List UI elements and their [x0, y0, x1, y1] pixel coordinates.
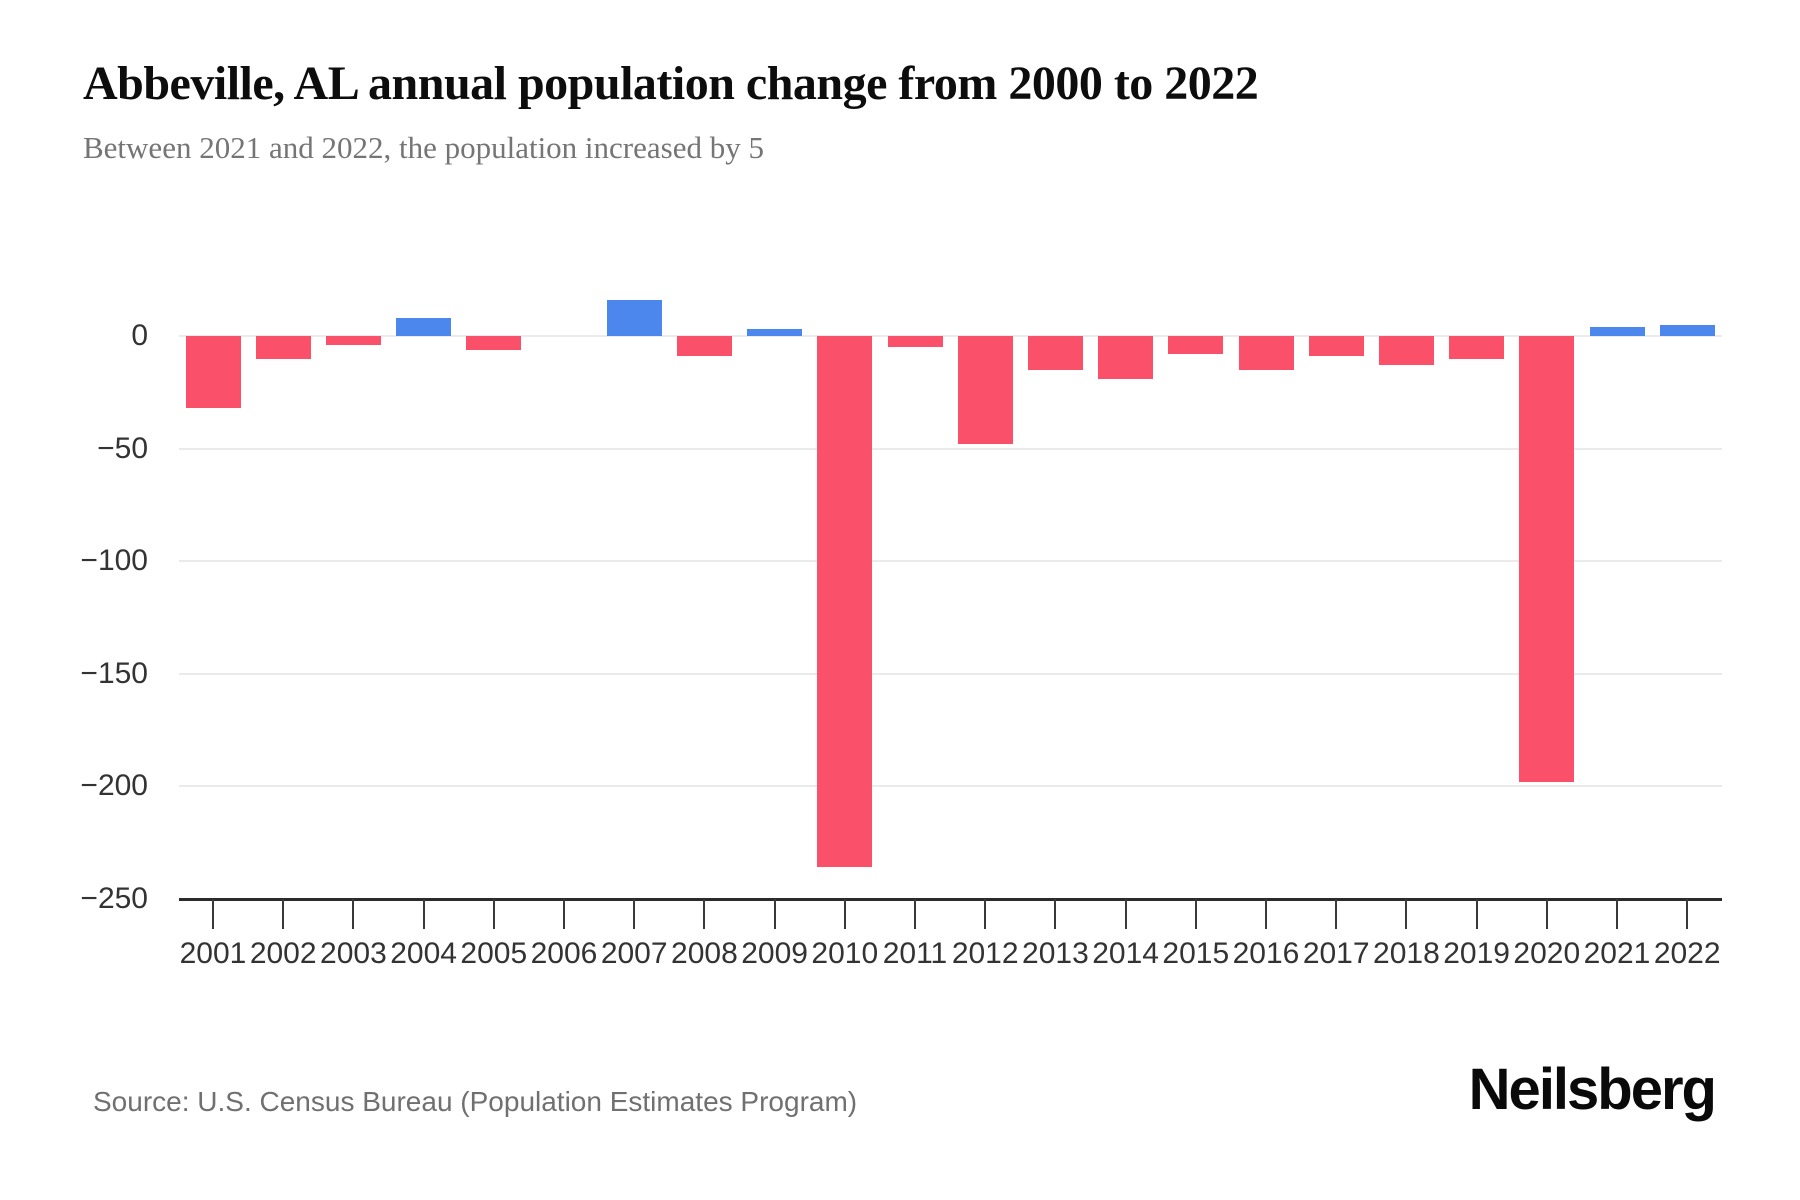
x-tick-label-2001: 2001 [179, 937, 247, 970]
x-tick-2017 [1335, 899, 1338, 929]
y-tick-label--150: −150 [80, 656, 148, 690]
x-tick-2007 [633, 899, 636, 929]
chart-subtitle: Between 2021 and 2022, the population in… [83, 130, 764, 165]
x-tick-label-2015: 2015 [1162, 937, 1230, 970]
y-gridline-0 [179, 335, 1722, 337]
x-tick-2021 [1616, 899, 1618, 929]
chart-title: Abbeville, AL annual population change f… [83, 57, 1259, 110]
bar-2007[interactable] [606, 299, 662, 336]
x-tick-2005 [492, 899, 495, 929]
bar-2010[interactable] [817, 336, 873, 868]
x-tick-label-2003: 2003 [320, 937, 387, 970]
y-tick-label--250: −250 [80, 882, 148, 915]
bar-2012[interactable] [957, 336, 1013, 445]
bar-2005[interactable] [466, 336, 522, 350]
x-tick-2001 [212, 899, 214, 929]
neilsberg-logo: Neilsberg [1468, 1057, 1717, 1122]
x-tick-2003 [352, 899, 355, 929]
x-tick-2006 [563, 899, 565, 929]
x-tick-label-2017: 2017 [1302, 937, 1370, 970]
x-tick-label-2020: 2020 [1513, 937, 1581, 970]
x-tick-2008 [703, 899, 706, 929]
x-tick-label-2005: 2005 [460, 937, 528, 970]
bar-2018[interactable] [1378, 336, 1434, 366]
y-gridline--150 [179, 672, 1722, 675]
y-tick-label--100: −100 [80, 544, 148, 578]
y-tick-label-0: 0 [131, 319, 148, 352]
x-tick-label-2019: 2019 [1443, 937, 1510, 970]
x-tick-label-2010: 2010 [811, 937, 879, 970]
bar-2015[interactable] [1168, 336, 1224, 355]
x-tick-2022 [1686, 899, 1689, 929]
x-tick-label-2021: 2021 [1583, 937, 1651, 970]
bar-2014[interactable] [1098, 336, 1154, 379]
x-tick-2019 [1475, 899, 1478, 929]
x-tick-label-2018: 2018 [1373, 937, 1440, 970]
x-axis-line [179, 898, 1722, 901]
bar-2011[interactable] [887, 336, 943, 348]
x-tick-2018 [1405, 899, 1408, 929]
bar-2020[interactable] [1519, 336, 1575, 782]
bar-2021[interactable] [1589, 326, 1645, 336]
bar-2013[interactable] [1027, 336, 1083, 370]
y-gridline--100 [179, 560, 1722, 563]
x-tick-2015 [1194, 899, 1197, 929]
bar-2008[interactable] [676, 336, 732, 357]
x-tick-label-2012: 2012 [951, 937, 1019, 970]
bar-2009[interactable] [747, 329, 803, 336]
x-tick-label-2011: 2011 [882, 937, 948, 970]
bar-2016[interactable] [1238, 336, 1294, 370]
y-tick-label--200: −200 [80, 769, 148, 803]
x-tick-label-2002: 2002 [249, 937, 317, 970]
x-tick-2002 [282, 899, 285, 929]
x-tick-2004 [422, 899, 425, 929]
x-tick-2012 [984, 899, 987, 929]
x-tick-label-2016: 2016 [1232, 937, 1300, 970]
x-tick-label-2009: 2009 [741, 937, 808, 970]
source-note: Source: U.S. Census Bureau (Population E… [93, 1086, 858, 1117]
bar-2002[interactable] [255, 336, 311, 359]
x-tick-label-2022: 2022 [1653, 937, 1721, 970]
x-tick-label-2004: 2004 [390, 937, 457, 970]
x-tick-2016 [1265, 899, 1267, 929]
bar-2017[interactable] [1308, 336, 1364, 357]
x-tick-label-2013: 2013 [1022, 937, 1089, 970]
x-tick-2011 [914, 899, 916, 929]
x-tick-2009 [773, 899, 776, 929]
bar-2019[interactable] [1449, 336, 1505, 359]
bar-2001[interactable] [185, 336, 241, 409]
bar-2003[interactable] [325, 336, 381, 345]
x-tick-label-2007: 2007 [600, 937, 668, 970]
x-tick-2010 [843, 899, 846, 929]
y-gridline--50 [179, 447, 1722, 450]
x-tick-label-2006: 2006 [530, 937, 598, 970]
x-tick-2013 [1054, 899, 1057, 929]
x-tick-label-2008: 2008 [671, 937, 738, 970]
bar-2022[interactable] [1659, 324, 1715, 336]
y-gridline--200 [179, 785, 1722, 788]
x-tick-2014 [1124, 899, 1127, 929]
x-tick-label-2014: 2014 [1092, 937, 1159, 970]
bar-2004[interactable] [396, 317, 452, 336]
y-tick-label--50: −50 [97, 431, 148, 465]
x-tick-2020 [1545, 899, 1548, 929]
